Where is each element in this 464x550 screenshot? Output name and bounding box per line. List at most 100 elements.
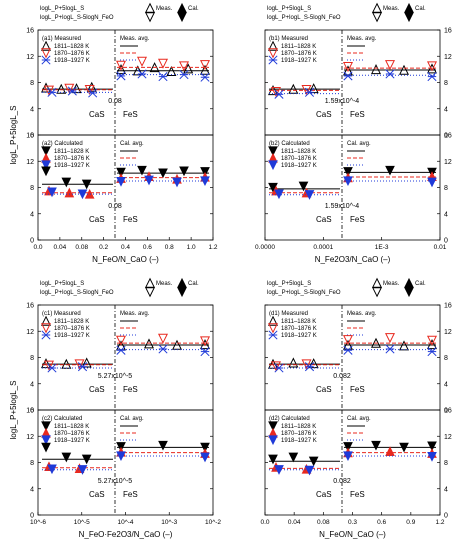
data-point [172,177,182,188]
data-point [343,167,353,177]
data-point [115,64,127,75]
data-point [304,87,315,97]
legend-row2-label: logL_P+logL_S-5logN_FeO [40,15,114,21]
legend-cal-down-marker [177,12,187,23]
xtick-label: 0.3 [348,519,357,526]
data-point [157,58,169,69]
legend-temp-label: 1918–1927 K [54,333,90,339]
legend-marker [268,435,278,446]
legend-marker [268,146,278,157]
data-point [385,344,395,354]
xtick-label: 10^-6 [30,519,46,526]
series-3 [269,451,437,476]
ytick-label-right: 8 [444,460,448,467]
data-point [308,358,319,369]
legend-meas-up-marker [144,277,156,288]
data-point [183,63,194,74]
legend-meas-down-marker [371,287,383,298]
legend-temp-label: 1811–1828 K [281,424,316,430]
legend-meas-down-marker [144,287,156,298]
data-point [342,335,354,346]
region-label-right: FeS [123,385,138,394]
data-point [116,176,126,187]
data-point [270,361,282,372]
legend-cal-up-marker [177,277,187,288]
data-point [304,465,315,476]
data-point [274,189,284,200]
xtick-label: 0.0 [33,244,42,251]
legend-row2-label: logL_P+logL_S-5logN_FeO [267,290,341,296]
data-point [371,440,381,451]
ytick-label-left: 8 [30,80,34,87]
panel-legend-avg: Meas. avg. [120,311,150,317]
legend-cal-label: Cal. [188,281,199,287]
legend-marker [267,315,279,326]
panel-c1: 0 4 8 12 16 (c1) Measured Meas. avg. 1811–1828 … [26,303,214,415]
legend-temp-label: 1870–1876 K [281,326,317,332]
data-point [384,60,396,71]
ytick-label-left: 4 [30,211,34,218]
boundary-label: 5.27x10^-5 [98,373,133,380]
ytick-label-right: 12 [444,329,452,336]
xtick-label: 10^-3 [161,519,177,526]
legend-temp-label: 1870–1876 K [54,326,90,332]
data-point [41,442,51,453]
legend-temp-label: 1918–1927 K [281,58,317,64]
data-point [67,86,77,96]
ytick-label-right: 16 [444,28,452,35]
ytick-label-left: 16 [26,28,34,35]
xtick-label: 10^-5 [74,519,90,526]
x-axis-label: N_FeO·Fe2O3/N_CaO (–) [79,530,173,539]
data-point [43,85,55,96]
global-legend: logL_P+5logL_S logL_P+logL_S-5logN_FeO Mea… [267,277,426,298]
data-point [342,62,354,73]
xtick-label: 0.4 [121,244,130,251]
ytick-label-left: 4 [30,486,34,493]
legend-marker [40,315,52,326]
legend-cal-label: Cal. [188,6,199,12]
ytick-label-right: 8 [444,80,448,87]
global-legend: logL_P+5logL_S logL_P+logL_S-5logN_FeO Mea… [40,277,199,298]
xtick-label: 0.08 [317,519,330,526]
legend-marker [41,330,51,340]
legend-cal-down-marker [177,287,187,298]
panel-b1: 0 4 8 12 16 (b1) Measured Meas. avg. 1811–1828 … [264,28,452,140]
legend-marker [267,323,279,334]
region-label-left: CaS [89,110,105,119]
panel-legend-title: (c1) Measured [42,311,81,317]
legend-marker [41,146,51,157]
legend-meas-up-marker [371,2,383,13]
series-3 [42,69,210,98]
legend-meas-down-marker [371,12,383,23]
ytick-label-left: 8 [30,355,34,362]
ytick-label-left: 4 [30,106,34,113]
xtick-label: 0.6 [377,519,386,526]
global-legend: logL_P+5logL_S logL_P+logL_S-5logN_FeO Mea… [267,2,426,23]
boundary-label: 1.59x10^-4 [325,98,360,105]
data-point [427,441,437,452]
legend-marker [267,48,279,59]
legend-temp-label: 1870–1876 K [54,431,90,437]
panel-b2: 0 4 8 12 16 (b2) Calculated Cal. avg. 1811–1828… [264,133,452,245]
legend-row1-label: logL_P+5logL_S [267,281,311,287]
data-point [385,69,395,79]
legend-marker [41,421,51,432]
ytick-label-left: 12 [26,159,34,166]
legend-temp-label: 1918–1927 K [281,438,317,444]
legend-cal-label: Cal. [415,281,426,287]
legend-temp-label: 1811–1828 K [54,319,89,325]
legend-marker [268,160,278,171]
region-label-left: CaS [316,215,332,224]
legend-row2-label: logL_P+logL_S-5logN_FeO [267,15,341,21]
ytick-label-right: 0 [444,513,448,520]
legend-meas-down-marker [144,12,156,23]
data-point [166,66,177,77]
data-point [370,337,382,348]
data-point [385,165,395,176]
data-point [427,451,437,462]
data-point [199,336,211,347]
legend-temp-label: 1918–1927 K [281,333,317,339]
data-point [199,60,211,71]
data-point [41,166,51,177]
ytick-label-left: 0 [30,238,34,245]
